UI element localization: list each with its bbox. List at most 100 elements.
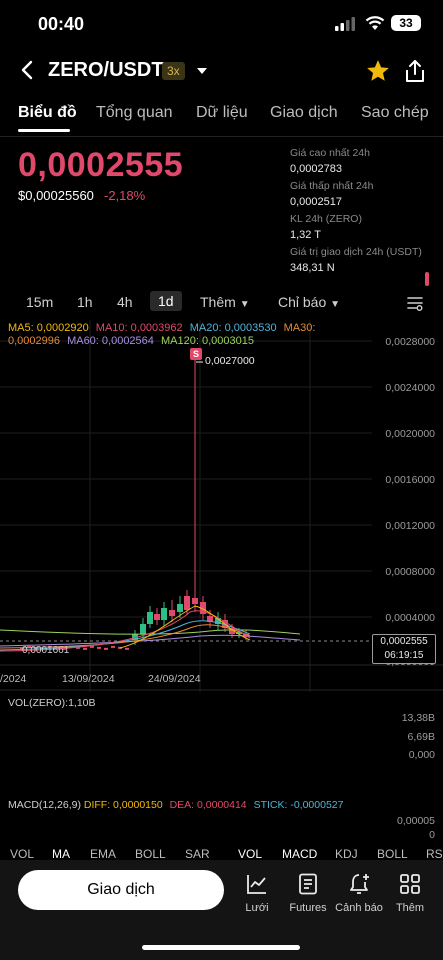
volume-y-tick: 6,69B xyxy=(408,731,435,743)
home-indicator xyxy=(142,945,300,950)
back-arrow-icon[interactable] xyxy=(16,58,40,82)
chart-settings-icon[interactable] xyxy=(406,294,424,312)
candle-body xyxy=(140,624,146,634)
status-bar: 00:40 33 xyxy=(0,0,443,48)
tab-data[interactable]: Dữ liệu xyxy=(196,104,248,122)
ind-ema[interactable]: EMA xyxy=(90,847,116,861)
ind-vol[interactable]: VOL xyxy=(10,847,34,861)
nav-label: Futures xyxy=(282,902,334,914)
24h-stats: Giá cao nhất 24h 0,0002783 Giá thấp nhất… xyxy=(290,145,440,277)
nav-more[interactable]: Thêm xyxy=(384,872,436,914)
low-marker-label: 0,0001661 xyxy=(22,645,69,656)
ind-rsi[interactable]: RS xyxy=(426,847,443,861)
clock: 00:40 xyxy=(38,14,84,35)
candle-body xyxy=(125,648,129,650)
indicators-button[interactable]: Chỉ báo ▼ xyxy=(278,294,340,310)
x-tick: /2024 xyxy=(0,673,26,685)
ma5-value: MA5: 0,0002920 xyxy=(8,322,89,334)
page-indicator xyxy=(425,272,429,286)
caret-down-icon: ▼ xyxy=(240,299,250,310)
macd-y-tick: 0 xyxy=(429,829,435,841)
candle-body xyxy=(83,648,87,650)
active-tab-indicator xyxy=(18,129,70,132)
y-tick: 0,0012000 xyxy=(385,520,435,532)
ind-ma[interactable]: MA xyxy=(52,847,70,861)
y-tick: 0,0024000 xyxy=(385,382,435,394)
leverage-badge: 3x xyxy=(162,62,185,80)
macd-name: MACD(12,26,9) xyxy=(8,799,81,811)
macd-diff: DIFF: 0,0000150 xyxy=(84,799,163,811)
y-tick: 0,0028000 xyxy=(385,336,435,348)
ind-boll[interactable]: BOLL xyxy=(135,847,166,861)
stat-label: Giá cao nhất 24h xyxy=(290,145,440,161)
ind-kdj[interactable]: KDJ xyxy=(335,847,358,861)
share-icon[interactable] xyxy=(403,58,427,84)
nav-alerts[interactable]: Cảnh báo xyxy=(333,872,385,914)
trade-button[interactable]: Giao dịch xyxy=(18,870,224,910)
nav-label: Lưới xyxy=(231,902,283,914)
tab-copy[interactable]: Sao chép xyxy=(361,104,429,122)
macd-y-tick: 0,00005 xyxy=(397,815,435,827)
ind-vol-sub[interactable]: VOL xyxy=(238,847,262,861)
tab-trades[interactable]: Giao dịch xyxy=(270,104,338,122)
candle-body xyxy=(192,598,198,604)
cellular-signal-icon xyxy=(335,17,355,31)
interval-1d[interactable]: 1d xyxy=(150,291,182,311)
candle-body xyxy=(104,648,108,650)
last-price: 0,0002555 xyxy=(18,146,183,185)
candle-body xyxy=(147,612,153,624)
y-tick: 0,0020000 xyxy=(385,428,435,440)
x-tick: 13/09/2024 xyxy=(62,673,115,685)
favorite-star-icon[interactable] xyxy=(365,58,391,84)
ind-boll-sub[interactable]: BOLL xyxy=(377,847,408,861)
ind-macd[interactable]: MACD xyxy=(282,847,317,861)
ma10-value: MA10: 0,0003962 xyxy=(96,322,183,334)
stat-value: 348,31 N xyxy=(290,260,440,277)
more-intervals-button[interactable]: Thêm ▼ xyxy=(200,294,250,310)
divider xyxy=(0,136,443,137)
candle-body xyxy=(184,596,190,610)
y-tick: 0,0004000 xyxy=(385,612,435,624)
more-label: Thêm xyxy=(200,294,236,310)
chevron-down-icon[interactable] xyxy=(196,66,208,76)
stat-value: 0,0002783 xyxy=(290,161,440,178)
ma30-value: 0,0002996 xyxy=(8,335,60,347)
tab-overview[interactable]: Tổng quan xyxy=(96,104,173,122)
tab-chart[interactable]: Biểu đồ xyxy=(18,104,77,122)
futures-icon xyxy=(296,872,320,896)
current-price-box: 0,0002555 06:19:15 xyxy=(372,634,436,664)
ind-sar[interactable]: SAR xyxy=(185,847,210,861)
y-tick: 0,0008000 xyxy=(385,566,435,578)
macd-dea: DEA: 0,0000414 xyxy=(170,799,247,811)
price-change: -2,18% xyxy=(104,188,145,203)
interval-15m[interactable]: 15m xyxy=(26,294,53,310)
candle-body xyxy=(177,604,183,612)
stat-label: Giá trị giao dịch 24h (USDT) xyxy=(290,244,440,260)
x-tick: 24/09/2024 xyxy=(148,673,201,685)
ma120-value: MA120: 0,0003015 xyxy=(161,335,254,347)
stat-label: Giá thấp nhất 24h xyxy=(290,178,440,194)
macd-legend: MACD(12,26,9) DIFF: 0,0000150 DEA: 0,000… xyxy=(8,799,343,811)
interval-1h[interactable]: 1h xyxy=(77,294,93,310)
ma60-value: MA60: 0,0002564 xyxy=(67,335,154,347)
indicators-label: Chỉ báo xyxy=(278,294,326,310)
sell-marker: S xyxy=(190,348,202,360)
candle-body xyxy=(169,610,175,616)
stat-label: KL 24h (ZERO) xyxy=(290,211,440,227)
candle-body xyxy=(97,647,101,649)
ma30-label: MA30: xyxy=(284,322,316,334)
interval-4h[interactable]: 4h xyxy=(117,294,133,310)
candle-countdown: 06:19:15 xyxy=(373,649,435,663)
y-tick: 0,0016000 xyxy=(385,474,435,486)
candle-body xyxy=(161,608,167,620)
nav-futures[interactable]: Futures xyxy=(282,872,334,914)
pair-title[interactable]: ZERO/USDT xyxy=(48,59,164,82)
apps-grid-icon xyxy=(398,872,422,896)
bell-add-icon xyxy=(347,872,371,896)
battery-icon: 33 xyxy=(391,15,421,31)
volume-y-tick: 0,000 xyxy=(409,749,435,761)
grid-chart-icon xyxy=(245,872,269,896)
candle-body xyxy=(154,614,160,620)
volume-legend: VOL(ZERO):1,10B xyxy=(8,697,96,709)
nav-grid[interactable]: Lưới xyxy=(231,872,283,914)
